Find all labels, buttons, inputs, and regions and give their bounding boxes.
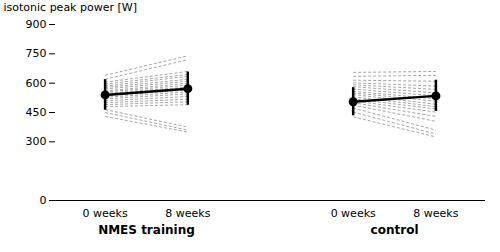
- svg-text:600: 600: [26, 77, 47, 90]
- svg-text:8 weeks: 8 weeks: [165, 207, 210, 220]
- svg-text:450: 450: [26, 106, 47, 119]
- svg-text:0 weeks: 0 weeks: [331, 207, 376, 220]
- svg-text:NMES training: NMES training: [98, 223, 195, 237]
- svg-text:300: 300: [26, 135, 47, 148]
- svg-text:isotonic peak power [W]: isotonic peak power [W]: [4, 1, 137, 14]
- svg-text:900: 900: [26, 18, 47, 31]
- svg-text:control: control: [371, 223, 419, 237]
- svg-text:0 weeks: 0 weeks: [83, 207, 128, 220]
- svg-text:8 weeks: 8 weeks: [413, 207, 458, 220]
- svg-text:750: 750: [26, 47, 47, 60]
- svg-text:0: 0: [40, 194, 47, 207]
